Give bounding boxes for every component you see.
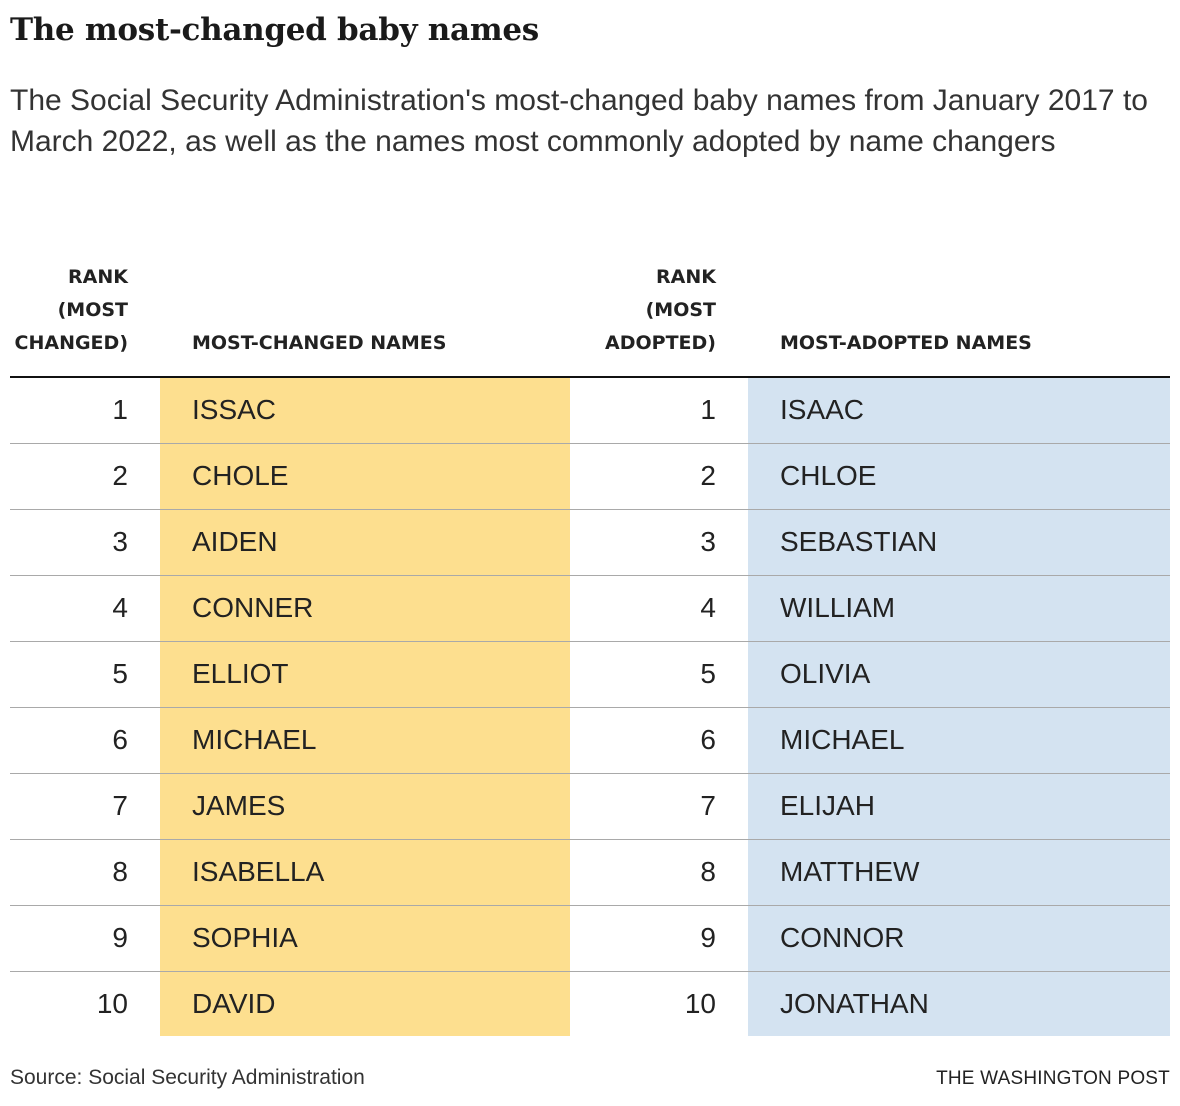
table-row: 2 CHOLE 2 CHLOE (0, 444, 1180, 510)
most-adopted-name-cell: SEBASTIAN (780, 526, 938, 557)
rank-adopted-cell: 5 (700, 658, 716, 689)
rank-changed-cell: 9 (112, 922, 128, 953)
most-adopted-name-cell: WILLIAM (780, 592, 896, 623)
most-changed-name-cell: DAVID (192, 988, 276, 1019)
rank-changed-cell: 6 (112, 724, 128, 755)
most-adopted-name-cell: CONNOR (780, 922, 905, 953)
rank-adopted-cell: 9 (700, 922, 716, 953)
header-rank-changed: RANK (MOST CHANGED) (10, 260, 128, 360)
chart-subtitle: The Social Security Administration's mos… (10, 84, 1148, 158)
header-most-changed-names: MOST-CHANGED NAMES (192, 260, 552, 360)
rank-adopted-cell: 6 (700, 724, 716, 755)
chart-title: The most-changed baby names (10, 12, 539, 48)
rank-changed-cell: 2 (112, 460, 128, 491)
rank-adopted-cell: 10 (684, 988, 716, 1019)
most-adopted-name-cell: ISAAC (780, 394, 865, 425)
rank-changed-cell: 3 (112, 526, 128, 557)
row-divider (10, 706, 1170, 708)
header-rank-changed-label: RANK (MOST CHANGED) (14, 266, 128, 354)
header-most-adopted-names-label: MOST-ADOPTED NAMES (780, 332, 1032, 354)
most-changed-name-cell: ISSAC (192, 394, 277, 425)
most-adopted-name-cell: CHLOE (780, 460, 877, 491)
most-changed-name-cell: CONNER (192, 592, 314, 623)
rank-changed-cell: 10 (96, 988, 128, 1019)
rank-adopted-cell: 1 (700, 394, 716, 425)
names-table: 1 ISSAC 1 ISAAC 2 CHOLE 2 CHLOE 3 AIDEN 3 SEBASTIAN… (0, 378, 1180, 1038)
most-changed-name-cell: MICHAEL (192, 724, 317, 755)
header-rule (10, 376, 1170, 378)
rank-adopted-cell: 7 (700, 790, 716, 821)
rank-changed-cell: 4 (112, 592, 128, 623)
header-most-changed-names-label: MOST-CHANGED NAMES (192, 332, 447, 354)
table-row: 1 ISSAC 1 ISAAC (0, 378, 1180, 444)
source-note: Source: Social Security Administration (10, 1066, 365, 1089)
most-changed-name-cell: JAMES (192, 790, 286, 821)
rank-changed-cell: 7 (112, 790, 128, 821)
row-divider (10, 838, 1170, 840)
table-row: 8 ISABELLA 8 MATTHEW (0, 840, 1180, 906)
row-divider (10, 904, 1170, 906)
most-changed-name-cell: ISABELLA (192, 856, 325, 887)
row-divider (10, 640, 1170, 642)
header-most-adopted-names: MOST-ADOPTED NAMES (780, 260, 1160, 360)
rank-adopted-cell: 2 (700, 460, 716, 491)
header-rank-adopted-label: RANK (MOST ADOPTED) (605, 266, 716, 354)
rank-adopted-cell: 3 (700, 526, 716, 557)
rank-changed-cell: 1 (112, 394, 128, 425)
most-changed-name-cell: CHOLE (192, 460, 289, 491)
row-divider (10, 970, 1170, 972)
table-row: 7 JAMES 7 ELIJAH (0, 774, 1180, 840)
rank-adopted-cell: 8 (700, 856, 716, 887)
row-divider (10, 508, 1170, 510)
table-row: 9 SOPHIA 9 CONNOR (0, 906, 1180, 972)
row-divider (10, 574, 1170, 576)
header-rank-adopted: RANK (MOST ADOPTED) (595, 260, 716, 360)
most-adopted-name-cell: MICHAEL (780, 724, 905, 755)
most-changed-name-cell: AIDEN (192, 526, 278, 557)
most-changed-name-cell: SOPHIA (192, 922, 298, 953)
row-divider (10, 442, 1170, 444)
most-adopted-name-cell: OLIVIA (780, 658, 871, 689)
most-adopted-name-cell: MATTHEW (780, 856, 920, 887)
rank-changed-cell: 8 (112, 856, 128, 887)
row-divider (10, 772, 1170, 774)
publisher-credit: THE WASHINGTON POST (936, 1068, 1170, 1089)
most-changed-name-cell: ELLIOT (192, 658, 289, 689)
rank-adopted-cell: 4 (700, 592, 716, 623)
most-adopted-name-cell: ELIJAH (780, 790, 875, 821)
table-row: 5 ELLIOT 5 OLIVIA (0, 642, 1180, 708)
most-adopted-name-cell: JONATHAN (780, 988, 929, 1019)
table-row: 6 MICHAEL 6 MICHAEL (0, 708, 1180, 774)
table-row: 10 DAVID 10 JONATHAN (0, 972, 1180, 1038)
rank-changed-cell: 5 (112, 658, 128, 689)
table-row: 4 CONNER 4 WILLIAM (0, 576, 1180, 642)
table-row: 3 AIDEN 3 SEBASTIAN (0, 510, 1180, 576)
